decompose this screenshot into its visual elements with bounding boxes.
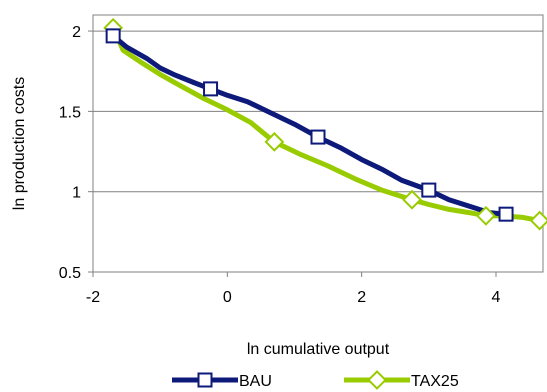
- legend-item-bau: BAU: [172, 372, 272, 390]
- series-layer: [103, 17, 547, 231]
- x-axis-title: ln cumulative output: [247, 341, 390, 358]
- marker-bau-3: [421, 182, 437, 198]
- x-tick-label-0: -2: [86, 289, 100, 306]
- legend-tax25-label: TAX25: [411, 373, 459, 390]
- y-tick-label-2: 1.5: [59, 104, 81, 121]
- y-tick-label-3: 2: [72, 24, 81, 41]
- y-axis-title: ln production costs: [11, 77, 28, 210]
- x-axis-tick-labels: -2 0 2 4: [86, 272, 501, 306]
- marker-bau-0: [105, 28, 121, 44]
- legend-bau-swatch-marker: [197, 372, 213, 388]
- marker-tax25-3: [475, 205, 496, 226]
- marker-tax25-1: [264, 131, 285, 152]
- legend-bau-label: BAU: [239, 373, 272, 390]
- plot-area-frame: [92, 14, 544, 273]
- y-tick-label-1: 1: [72, 185, 81, 202]
- marker-bau-2: [310, 129, 326, 145]
- x-tick-label-1: 0: [223, 289, 232, 306]
- x-tick-label-2: 2: [357, 289, 366, 306]
- legend-item-tax25: TAX25: [344, 370, 459, 390]
- y-axis-tick-labels: 0.5 1 1.5 2: [59, 24, 93, 282]
- marker-tax25-4: [529, 210, 547, 231]
- marker-bau-4: [498, 206, 514, 222]
- marker-bau-1: [203, 81, 219, 97]
- series-line-bau: [110, 33, 509, 217]
- legend-tax25-swatch-marker: [367, 370, 387, 390]
- y-tick-label-0: 0.5: [59, 265, 81, 282]
- marker-tax25-2: [402, 189, 422, 210]
- legend: BAU TAX25: [172, 370, 459, 390]
- x-tick-label-3: 4: [492, 289, 501, 306]
